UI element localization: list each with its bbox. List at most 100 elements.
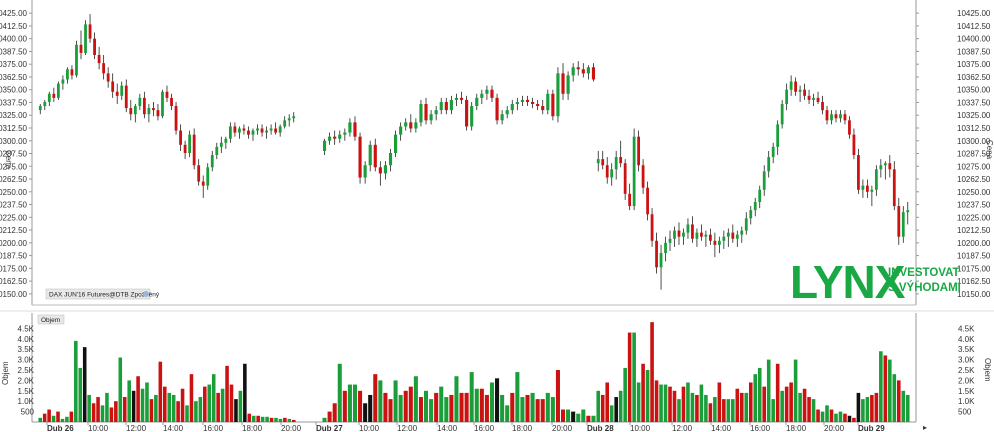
volume-bar xyxy=(96,397,100,422)
scroll-right-icon[interactable]: ▸ xyxy=(923,423,927,432)
volume-tick-label: 4.5K xyxy=(18,324,35,333)
candle-body xyxy=(84,24,87,53)
candle-body xyxy=(454,97,459,100)
volume-tick-label: 500 xyxy=(21,408,35,417)
candle-body xyxy=(373,144,377,168)
volume-bar xyxy=(283,417,287,422)
candle-body xyxy=(156,110,160,117)
candle-body xyxy=(138,97,142,107)
volume-bar xyxy=(60,418,65,422)
candle-body xyxy=(821,101,824,111)
time-tick-label: 14:00 xyxy=(711,424,732,432)
candle-body xyxy=(505,110,509,115)
volume-bar xyxy=(127,380,131,422)
candle-body xyxy=(459,97,464,100)
candle-body xyxy=(409,122,413,129)
candle-body xyxy=(586,67,590,74)
volume-bar xyxy=(198,397,203,422)
price-tick-label: 10162.50 xyxy=(957,277,991,286)
time-tick-label: 10:00 xyxy=(359,424,380,432)
volume-bar xyxy=(757,367,762,422)
volume-bar xyxy=(220,388,225,422)
price-tick-label: 10362.50 xyxy=(957,73,991,82)
volume-bar xyxy=(500,394,505,422)
volume-bar xyxy=(234,399,238,422)
candle-body xyxy=(256,128,259,131)
volume-bar xyxy=(852,417,856,422)
volume-bar xyxy=(423,390,429,422)
candle-body xyxy=(495,97,499,121)
price-tick-label: 10200.00 xyxy=(0,239,28,248)
volume-bar xyxy=(122,397,127,422)
volume-tick-label: 1.5K xyxy=(18,387,35,396)
candle-body xyxy=(776,124,780,147)
volume-bar xyxy=(870,394,874,422)
volume-bar xyxy=(131,390,136,422)
volume-bar xyxy=(905,394,910,422)
candle-body xyxy=(803,89,806,96)
candle-body xyxy=(142,97,146,115)
volume-bar xyxy=(203,386,207,422)
price-tick-label: 10150.00 xyxy=(0,290,28,299)
volume-tag-label: Objem xyxy=(41,317,60,324)
volume-bar xyxy=(149,399,154,422)
volume-bar xyxy=(484,394,489,422)
volume-bar xyxy=(383,392,388,422)
candle-body xyxy=(749,210,753,219)
volume-bar xyxy=(42,413,47,422)
volume-bar xyxy=(114,401,118,422)
volume-bar xyxy=(581,409,586,422)
volume-bar xyxy=(505,405,510,422)
price-tick-label: 10387.50 xyxy=(0,47,28,56)
volume-bar xyxy=(605,382,610,422)
candle-body xyxy=(115,91,119,96)
volume-bar xyxy=(229,384,234,422)
volume-bar xyxy=(515,372,520,422)
time-tick-label: 14:00 xyxy=(163,424,184,432)
volume-tick-label: 4.5K xyxy=(958,324,975,333)
volume-tick-label: 1.0K xyxy=(18,397,35,406)
volume-tick-label: 3.0K xyxy=(18,356,35,365)
volume-bar xyxy=(731,399,735,422)
candle-body xyxy=(470,106,474,127)
candle-body xyxy=(278,126,282,133)
volume-bar xyxy=(645,370,650,422)
volume-bar xyxy=(843,413,847,422)
candle-body xyxy=(717,240,721,245)
volume-bar xyxy=(439,386,444,422)
volume-bar xyxy=(136,376,140,422)
candle-body xyxy=(556,73,560,117)
volume-bar xyxy=(464,392,469,422)
volume-bar xyxy=(185,405,189,422)
candle-body xyxy=(170,97,173,107)
instrument-tag[interactable]: DAX JUN'16 Futures@DTB Zpožděný xyxy=(45,288,160,300)
volume-bar xyxy=(247,413,252,422)
volume-bar xyxy=(225,365,229,422)
candle-body xyxy=(179,130,182,145)
candle-body xyxy=(571,67,575,76)
time-tick-label: Dub 29 xyxy=(858,424,885,432)
volume-bar xyxy=(571,411,576,422)
volume-bar xyxy=(560,409,566,422)
volume-bar xyxy=(775,363,780,422)
volume-bar xyxy=(892,374,897,422)
volume-bar xyxy=(535,399,540,422)
candle-body xyxy=(75,44,78,76)
candle-body xyxy=(79,44,83,53)
candle-body xyxy=(228,126,232,139)
instrument-info-icon[interactable] xyxy=(143,291,149,297)
instrument-label: DAX JUN'16 Futures@DTB Zpožděný xyxy=(49,292,160,299)
volume-tick-label: 3.5K xyxy=(18,345,35,354)
candle-body xyxy=(70,69,74,76)
time-tick-label: 12:00 xyxy=(126,424,147,432)
candle-body xyxy=(551,93,555,117)
candle-body xyxy=(388,153,393,166)
candle-body xyxy=(515,101,519,104)
price-tick-label: 10225.00 xyxy=(0,213,28,222)
candle-body xyxy=(292,116,296,119)
time-tick-label: 10:00 xyxy=(630,424,651,432)
candle-body xyxy=(668,238,672,243)
candle-body xyxy=(394,134,398,153)
candle-body xyxy=(242,128,246,131)
